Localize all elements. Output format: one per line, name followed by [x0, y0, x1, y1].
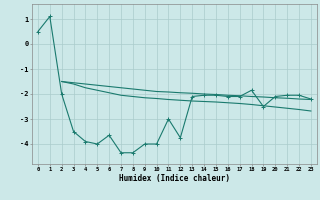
- X-axis label: Humidex (Indice chaleur): Humidex (Indice chaleur): [119, 174, 230, 183]
